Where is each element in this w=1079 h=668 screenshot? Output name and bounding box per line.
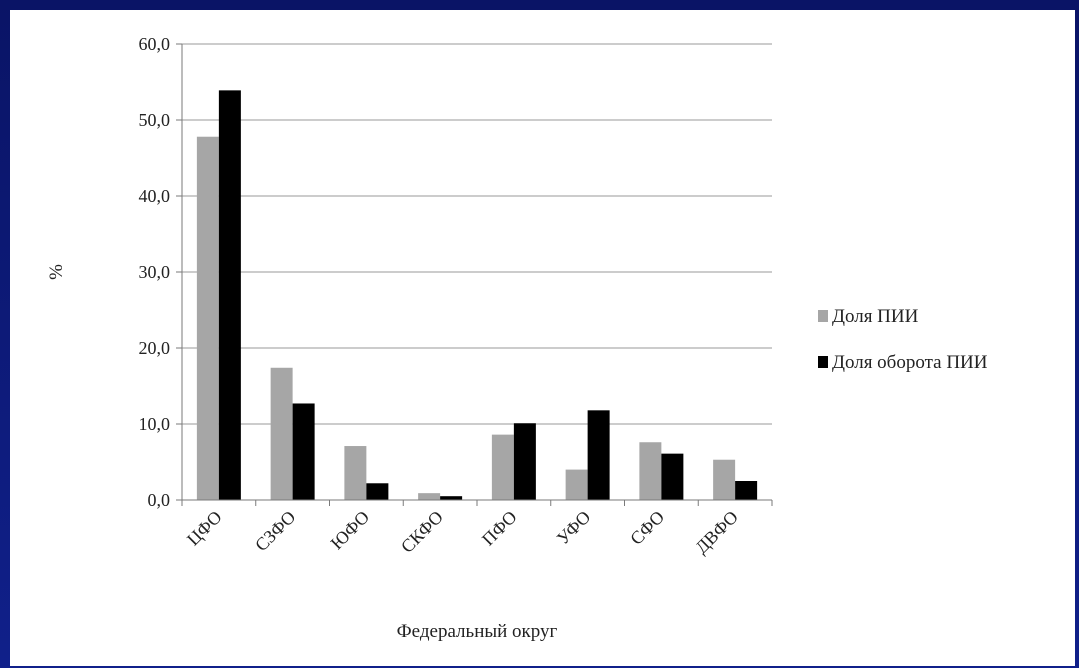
bar-share-fdi-turnover bbox=[513, 423, 536, 500]
chart-panel bbox=[10, 10, 1075, 666]
y-tick-label: 60,0 bbox=[139, 34, 171, 54]
y-tick-label: 0,0 bbox=[148, 490, 171, 510]
legend-swatch bbox=[818, 356, 828, 368]
x-category-label: УФО bbox=[553, 507, 595, 549]
y-tick-label: 30,0 bbox=[139, 262, 171, 282]
bar-share-fdi-turnover bbox=[661, 453, 684, 500]
bar-share-fdi bbox=[344, 446, 367, 500]
bar-share-fdi bbox=[270, 367, 293, 500]
x-category-label: ПФО bbox=[478, 507, 521, 550]
y-tick-label: 10,0 bbox=[139, 414, 171, 434]
bar-share-fdi bbox=[565, 469, 588, 500]
y-axis-ticks: 0,0 10,0 20,0 30,0 40,0 50,0 60,0 bbox=[139, 34, 183, 510]
x-category-label: ЮФО bbox=[327, 507, 374, 554]
bar-share-fdi-turnover bbox=[292, 403, 315, 500]
y-axis-title: % bbox=[46, 264, 67, 280]
x-category-label: СКФО bbox=[397, 507, 447, 557]
legend-swatch bbox=[818, 310, 828, 322]
legend-label: Доля ПИИ bbox=[832, 306, 919, 327]
y-tick-label: 20,0 bbox=[139, 338, 171, 358]
legend-label: Доля оборота ПИИ bbox=[832, 352, 988, 373]
bar-share-fdi-turnover bbox=[440, 496, 463, 500]
x-category-label: ЦФО bbox=[183, 507, 226, 550]
bar-share-fdi-turnover bbox=[218, 90, 241, 501]
bar-share-fdi bbox=[491, 434, 514, 500]
bar-share-fdi bbox=[196, 136, 219, 500]
gridlines bbox=[182, 43, 772, 425]
x-category-label: СЗФО bbox=[251, 507, 299, 555]
legend: Доля ПИИ Доля оборота ПИИ bbox=[818, 306, 988, 373]
x-axis-title: Федеральный округ bbox=[397, 621, 558, 642]
x-axis-category-labels: ЦФО СЗФО ЮФО СКФО ПФО УФО СФО ДВФО bbox=[183, 507, 742, 558]
bar-share-fdi bbox=[639, 442, 662, 500]
bar-share-fdi bbox=[418, 493, 441, 500]
x-category-label: ДВФО bbox=[691, 507, 742, 558]
y-tick-label: 50,0 bbox=[139, 110, 171, 130]
bar-share-fdi bbox=[713, 459, 736, 500]
y-tick-label: 40,0 bbox=[139, 186, 171, 206]
bar-share-fdi-turnover bbox=[366, 483, 389, 500]
x-category-label: СФО bbox=[626, 507, 668, 549]
x-axis-ticks bbox=[181, 500, 773, 506]
bars bbox=[196, 90, 758, 501]
bar-share-fdi-turnover bbox=[587, 410, 610, 500]
bar-share-fdi-turnover bbox=[735, 481, 758, 500]
